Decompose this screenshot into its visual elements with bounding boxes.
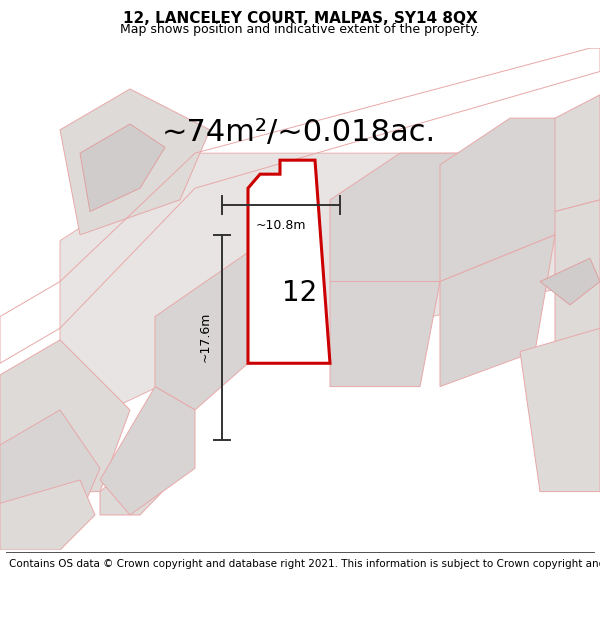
Polygon shape (440, 235, 555, 387)
Polygon shape (100, 445, 185, 515)
Text: ~17.6m: ~17.6m (198, 312, 211, 362)
Polygon shape (555, 95, 600, 211)
Text: 12, LANCELEY COURT, MALPAS, SY14 8QX: 12, LANCELEY COURT, MALPAS, SY14 8QX (122, 11, 478, 26)
Polygon shape (60, 153, 590, 433)
Polygon shape (248, 160, 330, 363)
Polygon shape (155, 253, 248, 410)
Polygon shape (330, 281, 440, 387)
Polygon shape (80, 124, 165, 211)
Text: 12: 12 (283, 279, 317, 308)
Polygon shape (540, 258, 600, 305)
Polygon shape (100, 387, 195, 515)
Polygon shape (0, 340, 130, 492)
Text: ~74m²/~0.018ac.: ~74m²/~0.018ac. (162, 118, 436, 148)
Polygon shape (440, 118, 565, 281)
Polygon shape (0, 410, 100, 515)
Polygon shape (555, 106, 600, 235)
Polygon shape (555, 200, 600, 352)
Text: ~10.8m: ~10.8m (256, 219, 307, 232)
Polygon shape (60, 89, 210, 235)
Text: Contains OS data © Crown copyright and database right 2021. This information is : Contains OS data © Crown copyright and d… (9, 559, 600, 569)
Polygon shape (330, 153, 460, 281)
Polygon shape (520, 328, 600, 492)
Text: Map shows position and indicative extent of the property.: Map shows position and indicative extent… (120, 23, 480, 36)
Polygon shape (0, 480, 95, 550)
